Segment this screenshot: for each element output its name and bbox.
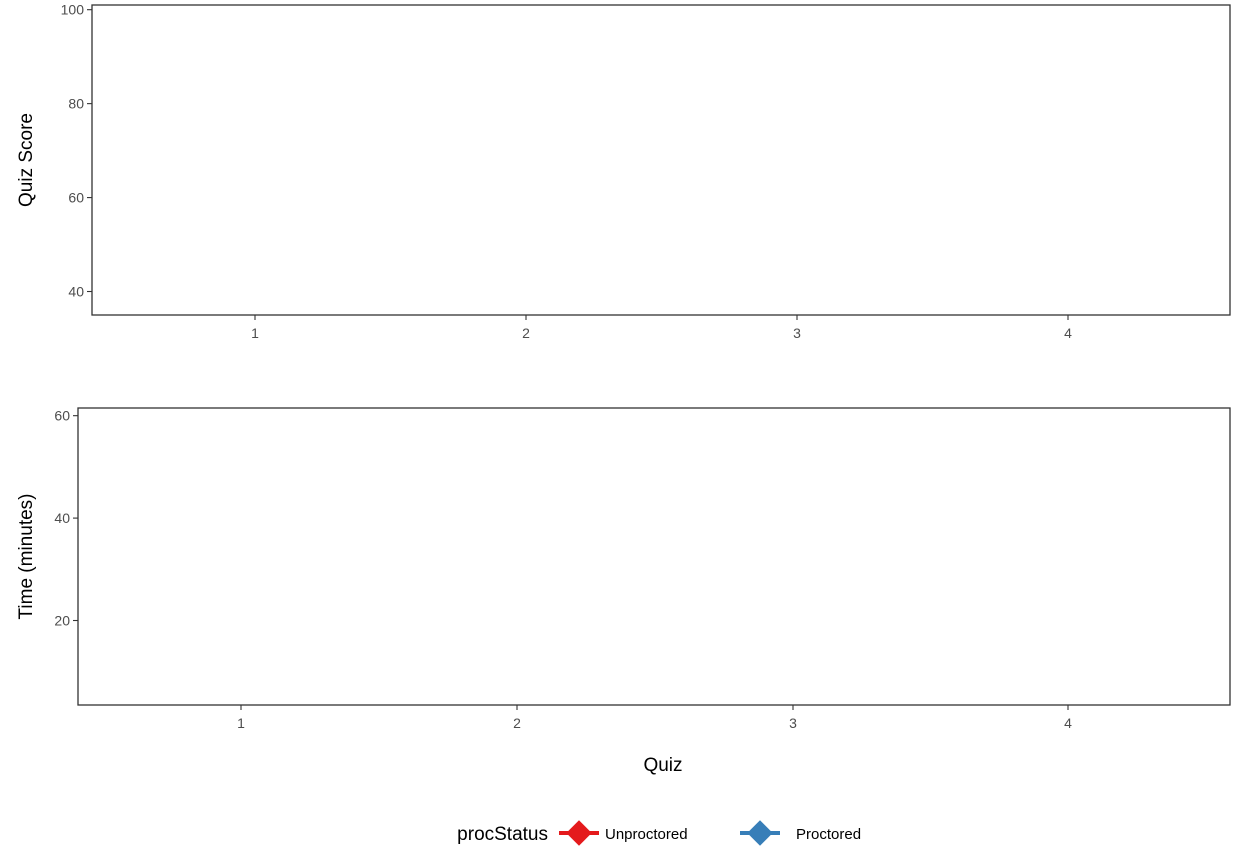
y-axis-title: Time (minutes) [16,494,37,620]
x-tick-label: 4 [1064,325,1072,341]
panel-border [77,407,1231,706]
y-tick-label: 40 [54,510,70,526]
legend-title: procStatus [457,824,548,845]
y-tick-label: 20 [54,613,70,629]
quiz-score-panel: 40 60 80 100 1 2 3 4 Quiz Score [16,2,1231,341]
legend: procStatus Unproctored Proctored [457,820,861,846]
x-tick-label: 2 [522,325,530,341]
x-tick-label: 1 [237,715,245,731]
y-axis-title: Quiz Score [16,113,37,207]
legend-key-proctored-marker [747,820,773,846]
time-panel: 20 40 60 1 2 3 4 Time (minutes) [16,407,1231,731]
x-tick-label: 2 [513,715,521,731]
panel-border [91,4,1231,316]
y-tick-label: 60 [54,408,70,424]
legend-label-unproctored: Unproctored [605,826,688,843]
legend-label-proctored: Proctored [796,826,861,843]
x-tick-label: 1 [251,325,259,341]
y-tick-label: 100 [61,2,85,18]
x-tick-label: 4 [1064,715,1072,731]
y-tick-label: 40 [68,284,84,300]
x-tick-label: 3 [789,715,797,731]
y-tick-label: 60 [68,190,84,206]
x-axis-title: Quiz [643,755,682,776]
legend-key-unproctored-marker [566,820,592,846]
y-tick-label: 80 [68,96,84,112]
x-tick-label: 3 [793,325,801,341]
